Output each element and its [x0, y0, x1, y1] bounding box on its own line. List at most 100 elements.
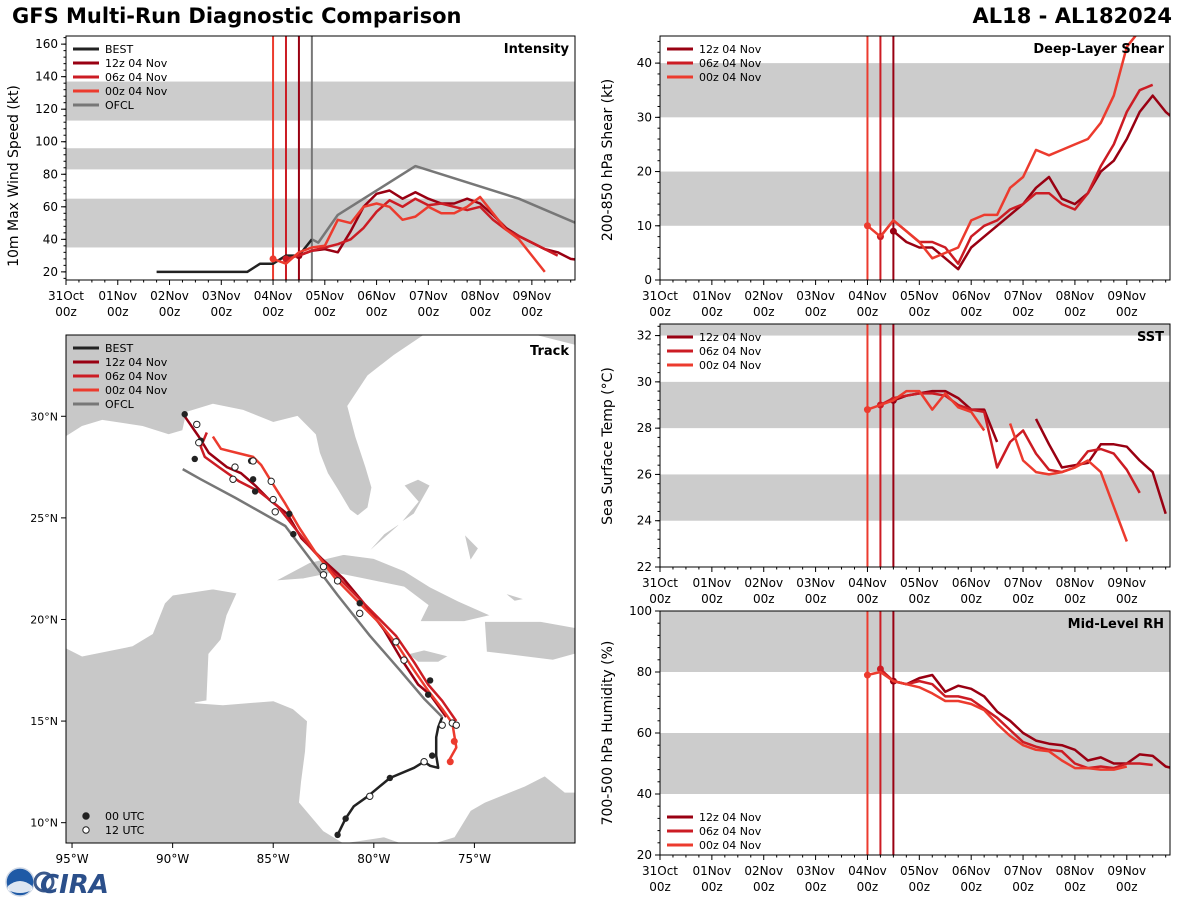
track-marker-legend-symbol	[82, 826, 90, 834]
track-init-marker	[446, 758, 454, 766]
rh-legend-label: 12z 04 Nov	[699, 811, 762, 824]
track-legend-label: 12z 04 Nov	[105, 356, 168, 369]
cira-logo-text: CIRA	[40, 870, 109, 898]
rh-y-tick-label: 80	[637, 665, 652, 679]
shear-x-hour-label: 00z	[1116, 305, 1138, 319]
shear-x-day-label: 06Nov	[952, 289, 991, 303]
land-polygon-6	[365, 478, 431, 555]
track-legend-label: 06z 04 Nov	[105, 370, 168, 383]
intensity-x-hour-label: 00z	[55, 305, 77, 319]
track-marker-12utc	[267, 477, 275, 486]
sst-series-r00	[867, 389, 1128, 542]
intensity-x-day-label: 05Nov	[305, 289, 344, 303]
track-marker-legend-symbol	[82, 812, 90, 820]
track-marker-12utc	[229, 475, 237, 483]
intensity-x-hour-label: 00z	[262, 305, 284, 319]
intensity-legend-label: 12z 04 Nov	[105, 57, 168, 70]
track-marker-12utc	[319, 571, 328, 579]
track-marker-00utc	[334, 831, 341, 839]
intensity-x-hour-label: 00z	[521, 305, 543, 319]
rh-x-day-label: 06Nov	[952, 864, 991, 878]
sst-y-tick-label: 30	[637, 375, 652, 389]
track-marker-00utc	[426, 677, 434, 684]
sst-band-2	[660, 324, 1170, 336]
track-y-tick-label: 20°N	[30, 613, 58, 626]
rh-x-day-label: 04Nov	[848, 864, 887, 878]
intensity-legend-label: 06z 04 Nov	[105, 71, 168, 84]
track-x-tick-label: 75°W	[458, 852, 491, 866]
track-marker-00utc	[181, 411, 188, 418]
track-marker-12utc	[271, 508, 279, 516]
rh-x-day-label: 01Nov	[693, 864, 732, 878]
intensity-x-day-label: 06Nov	[357, 289, 396, 303]
shear-band-1	[660, 63, 1170, 118]
intensity-legend-label: BEST	[105, 43, 133, 56]
sst-x-hour-label: 00z	[753, 592, 775, 606]
track-marker-00utc	[356, 600, 363, 607]
sst-x-day-label: 05Nov	[900, 576, 939, 590]
intensity-y-tick-label: 40	[43, 232, 58, 246]
sst-x-day-label: 31Oct	[642, 576, 678, 590]
sst-y-tick-label: 32	[637, 329, 652, 343]
shear-x-hour-label: 00z	[649, 305, 671, 319]
shear-init-point-r12	[889, 227, 897, 235]
track-y-tick-label: 25°N	[30, 512, 58, 525]
track-x-tick-label: 95°W	[55, 852, 88, 866]
track-series-r06	[199, 432, 458, 722]
sst-x-day-label: 01Nov	[693, 576, 732, 590]
intensity-x-hour-label: 00z	[418, 305, 440, 319]
rh-x-hour-label: 00z	[649, 880, 671, 894]
intensity-x-hour-label: 00z	[366, 305, 388, 319]
track-x-tick-label: 80°W	[357, 852, 390, 866]
sst-x-hour-label: 00z	[1116, 592, 1138, 606]
track-marker-00utc	[342, 815, 349, 822]
rh-x-day-label: 05Nov	[900, 864, 939, 878]
sst-x-hour-label: 00z	[960, 592, 982, 606]
sst-frame	[659, 323, 1171, 568]
sst-y-tick-label: 28	[637, 421, 652, 435]
intensity-legend-label: 00z 04 Nov	[105, 85, 168, 98]
rh-legend-label: 00z 04 Nov	[699, 839, 762, 852]
sst-y-tick-label: 24	[637, 514, 652, 528]
intensity-plot-area	[66, 36, 575, 280]
rh-x-hour-label: 00z	[960, 880, 982, 894]
land-polygon-0	[66, 335, 575, 517]
shear-plot-area	[660, 36, 1170, 280]
rh-series-r12	[893, 673, 1170, 769]
track-marker-00utc	[286, 510, 293, 518]
track-marker-12utc	[193, 420, 201, 429]
intensity-frame	[65, 35, 576, 281]
intensity-x-day-label: 01Nov	[98, 289, 137, 303]
intensity-series-r06	[285, 197, 559, 261]
shear-x-hour-label: 00z	[1064, 305, 1086, 319]
rh-y-tick-label: 40	[637, 787, 652, 801]
rh-series-r06	[879, 668, 1153, 770]
sst-x-hour-label: 00z	[805, 592, 827, 606]
sst-legend-label: 00z 04 Nov	[699, 359, 762, 372]
intensity-x-day-label: 07Nov	[409, 289, 448, 303]
track-legend-label: 00z 04 Nov	[105, 384, 168, 397]
track-y-tick-label: 10°N	[30, 817, 58, 830]
intensity-x-day-label: 03Nov	[202, 289, 241, 303]
track-init-marker	[450, 737, 458, 745]
track-legend-label: OFCL	[105, 398, 135, 411]
rh-band-1	[660, 611, 1170, 672]
shear-y-tick-label: 30	[637, 110, 652, 124]
track-frame	[65, 334, 576, 844]
intensity-x-day-label: 09Nov	[513, 289, 552, 303]
shear-x-hour-label: 00z	[1012, 305, 1034, 319]
shear-y-tick-label: 20	[637, 165, 652, 179]
shear-panel-title: Deep-Layer Shear	[1033, 42, 1164, 57]
shear-x-day-label: 08Nov	[1056, 289, 1095, 303]
intensity-x-day-label: 04Nov	[254, 289, 293, 303]
rh-x-day-label: 02Nov	[744, 864, 783, 878]
rh-y-tick-label: 100	[629, 604, 652, 618]
track-marker-12utc	[333, 577, 342, 585]
shear-x-hour-label: 00z	[857, 305, 879, 319]
intensity-x-day-label: 02Nov	[150, 289, 189, 303]
track-marker-00utc	[290, 530, 297, 538]
shear-x-day-label: 02Nov	[744, 289, 783, 303]
land-polygon-3	[407, 649, 450, 663]
